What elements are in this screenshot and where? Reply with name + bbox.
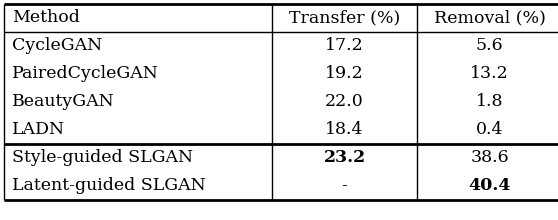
Text: 1.8: 1.8 <box>476 94 503 110</box>
Text: 22.0: 22.0 <box>325 94 364 110</box>
Text: PairedCycleGAN: PairedCycleGAN <box>12 66 159 82</box>
Text: 23.2: 23.2 <box>324 150 365 167</box>
Text: 17.2: 17.2 <box>325 37 364 55</box>
Text: 40.4: 40.4 <box>468 178 511 194</box>
Text: 0.4: 0.4 <box>476 121 503 139</box>
Text: 18.4: 18.4 <box>325 121 364 139</box>
Text: Method: Method <box>12 9 80 26</box>
Text: -: - <box>341 178 348 194</box>
Text: BeautyGAN: BeautyGAN <box>12 94 115 110</box>
Text: LADN: LADN <box>12 121 65 139</box>
Text: 19.2: 19.2 <box>325 66 364 82</box>
Text: Transfer (%): Transfer (%) <box>289 9 400 26</box>
Text: 5.6: 5.6 <box>475 37 503 55</box>
Text: CycleGAN: CycleGAN <box>12 37 102 55</box>
Text: Style-guided SLGAN: Style-guided SLGAN <box>12 150 193 167</box>
Text: Removal (%): Removal (%) <box>434 9 545 26</box>
Text: Latent-guided SLGAN: Latent-guided SLGAN <box>12 178 206 194</box>
Text: 38.6: 38.6 <box>470 150 509 167</box>
Text: 13.2: 13.2 <box>470 66 509 82</box>
